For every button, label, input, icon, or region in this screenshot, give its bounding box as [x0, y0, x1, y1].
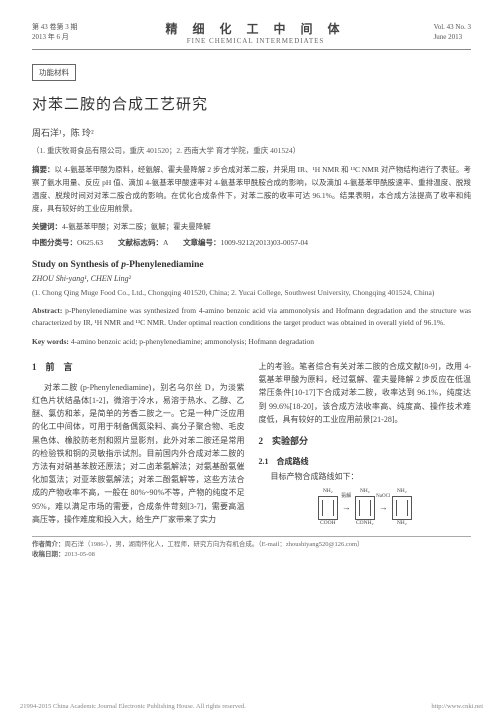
- section-1-title: 1 前 言: [32, 360, 245, 375]
- benzene-ring-icon: [355, 496, 375, 520]
- abstract-cn: 摘要：以 4-氨基苯甲酸为原料，经氨解、霍夫曼降解 2 步合成对苯二胺，并采用 …: [32, 164, 471, 215]
- doc-code-value: A: [163, 238, 168, 247]
- keywords-en-label: Key words:: [32, 337, 71, 346]
- page-header: 第 43 卷第 3 期 2013 年 6 月 精 细 化 工 中 间 体 FIN…: [32, 20, 471, 50]
- article-no-value: 1009-9212(2013)03-0057-04: [221, 238, 309, 247]
- clc-label: 中图分类号：: [32, 238, 77, 247]
- molecule-1: NH₂ COOH: [318, 489, 338, 526]
- date-en: June 2013: [434, 33, 471, 42]
- foot-author-label: 作者简介：: [32, 541, 65, 548]
- molecule-2: NH₂ CONH₂: [355, 489, 375, 526]
- header-right: Vol. 43 No. 3 June 2013: [434, 23, 471, 41]
- molecule-3: NH₂ NH₂: [392, 489, 412, 526]
- keywords-cn: 关键词：4-氨基苯甲酸；对苯二胺；氨解；霍夫曼降解: [32, 221, 471, 233]
- mol2-bot: CONH₂: [355, 521, 375, 527]
- affiliation-cn: （1. 重庆牧哥食品有限公司，重庆 401520；2. 西南大学 育才学院，重庆…: [32, 145, 471, 156]
- mol3-bot: NH₂: [392, 521, 412, 527]
- abstract-en-label: Abstract:: [32, 306, 65, 315]
- arrow-1-label: 氨解: [341, 493, 351, 501]
- abstract-cn-text: 以 4-氨基苯甲酸为原料，经氨解、霍夫曼降解 2 步合成对苯二胺，并采用 IR、…: [32, 165, 471, 212]
- abstract-cn-label: 摘要：: [32, 165, 55, 174]
- section-1-para-2: 上的考验。笔者综合有关对苯二胺的合成文献[8-9]，改用 4-氨基苯甲酸为原料，…: [259, 360, 472, 426]
- arrow-1: 氨解→: [342, 500, 351, 515]
- benzene-ring-icon: [392, 496, 412, 520]
- footer-url: http://www.cnki.net: [431, 703, 483, 710]
- foot-date-label: 收稿日期：: [32, 551, 65, 558]
- volume-en: Vol. 43 No. 3: [434, 23, 471, 32]
- clc-value: O625.63: [77, 238, 103, 247]
- keywords-cn-text: 4-氨基苯甲酸；对苯二胺；氨解；霍夫曼降解: [62, 222, 211, 231]
- mol1-bot: COOH: [318, 521, 338, 527]
- affiliation-en: (1. Chong Qing Muge Food Co., Ltd., Chon…: [32, 287, 471, 298]
- keywords-en: Key words: 4-amino benzoic acid; p-pheny…: [32, 336, 471, 348]
- body-columns: 1 前 言 对苯二胺 (p-Phenylenediamine)，别名乌尔丝 D，…: [32, 360, 471, 526]
- article-title-en: Study on Synthesis of p-Phenylenediamine: [32, 260, 471, 270]
- page-footer: 21994-2015 China Academic Journal Electr…: [0, 703, 503, 710]
- footer-copyright: 21994-2015 China Academic Journal Electr…: [20, 703, 246, 710]
- arrow-2-label: NaOCl: [376, 493, 390, 501]
- arrow-2: NaOCl→: [379, 500, 388, 515]
- benzene-ring-icon: [318, 496, 338, 520]
- journal-title-cn: 精 细 化 工 中 间 体: [166, 20, 346, 37]
- authors-en: ZHOU Shi-yang¹, CHEN Ling²: [32, 274, 471, 283]
- journal-title-en: FINE CHEMICAL INTERMEDIATES: [166, 37, 346, 45]
- abstract-en-text: p-Phenylenediamine was synthesized from …: [32, 306, 471, 328]
- keywords-cn-label: 关键词：: [32, 222, 62, 231]
- authors-cn: 周石洋¹，陈 玲²: [32, 126, 471, 139]
- abstract-en: Abstract: p-Phenylenediamine was synthes…: [32, 305, 471, 331]
- category-label: 功能材料: [32, 64, 76, 81]
- volume-issue: 第 43 卷第 3 期: [32, 23, 78, 32]
- classification-line: 中图分类号：O625.63 文献标志码：A 文章编号：1009-9212(201…: [32, 237, 471, 248]
- title-en-prefix: Study on Synthesis of: [32, 260, 121, 270]
- article-no-label: 文章编号：: [183, 238, 221, 247]
- section-1-para-1: 对苯二胺 (p-Phenylenediamine)，别名乌尔丝 D，为淡紫红色片…: [32, 381, 245, 526]
- foot-author-text: 周石洋（1986-），男，湖南怀化人，工程师，研究方向为有机合成。（E-mail…: [65, 541, 364, 548]
- mol1-top: NH₂: [318, 489, 338, 495]
- reaction-scheme: NH₂ COOH 氨解→ NH₂ CONH₂ NaOCl→ NH₂ NH₂: [259, 489, 472, 526]
- section-2-1-title: 2.1 合成路线: [259, 455, 472, 468]
- header-left: 第 43 卷第 3 期 2013 年 6 月: [32, 23, 78, 41]
- foot-date-text: 2013-05-08: [65, 551, 95, 558]
- title-en-suffix: -Phenylenediamine: [126, 260, 204, 270]
- section-2-1-text: 目标产物合成路线如下：: [259, 470, 472, 483]
- mol2-top: NH₂: [355, 489, 375, 495]
- right-column: 上的考验。笔者综合有关对苯二胺的合成文献[8-9]，改用 4-氨基苯甲酸为原料，…: [259, 360, 472, 526]
- date-cn: 2013 年 6 月: [32, 33, 78, 42]
- footnote-block: 作者简介：周石洋（1986-），男，湖南怀化人，工程师，研究方向为有机合成。（E…: [32, 536, 471, 560]
- keywords-en-text: 4-amino benzoic acid; p-phenylenediamine…: [71, 337, 314, 346]
- left-column: 1 前 言 对苯二胺 (p-Phenylenediamine)，别名乌尔丝 D，…: [32, 360, 245, 526]
- article-title-cn: 对苯二胺的合成工艺研究: [32, 93, 471, 114]
- mol3-top: NH₂: [392, 489, 412, 495]
- section-2-title: 2 实验部分: [259, 434, 472, 449]
- header-center: 精 细 化 工 中 间 体 FINE CHEMICAL INTERMEDIATE…: [166, 20, 346, 45]
- doc-code-label: 文献标志码：: [118, 238, 163, 247]
